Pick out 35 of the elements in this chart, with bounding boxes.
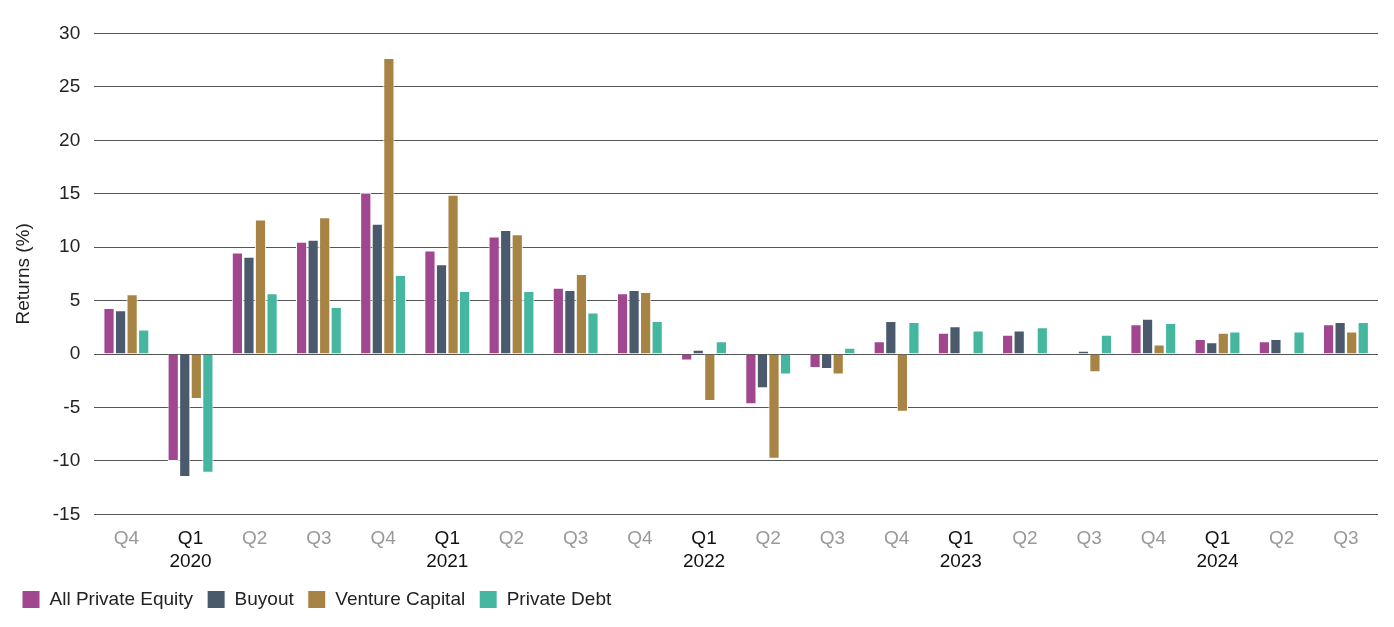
x-tick-label: Q1 2021 — [426, 527, 469, 571]
x-tick-label: Q4 — [113, 527, 140, 549]
y-tick-label: 30 — [59, 21, 81, 43]
y-tick-label: -15 — [52, 502, 81, 524]
x-tick-label: Q1 2024 — [1196, 527, 1240, 571]
x-tick-label: Q4 — [883, 527, 910, 549]
y-tick-label: -5 — [63, 395, 81, 417]
legend-label: Venture Capital — [335, 587, 466, 609]
x-tick-label: Q4 — [627, 527, 653, 549]
x-tick-label: Q1 2023 — [939, 527, 982, 571]
x-tick-label: Q4 — [1140, 527, 1167, 549]
x-tick-label: Q3 — [562, 527, 589, 549]
x-tick-label: Q3 — [819, 527, 846, 549]
y-tick-label: 0 — [69, 342, 81, 364]
x-tick-label: Q3 — [1076, 527, 1102, 549]
y-tick-label: 15 — [59, 181, 81, 203]
x-tick-label: Q3 — [1333, 527, 1359, 549]
x-tick-label: Q4 — [370, 527, 397, 549]
legend-label: All Private Equity — [49, 587, 194, 609]
y-axis-title: Returns (%) — [11, 223, 33, 325]
x-tick-label: Q2 — [1012, 527, 1038, 549]
y-tick-label: 20 — [59, 128, 81, 150]
legend-label: Private Debt — [506, 587, 612, 609]
y-tick-label: -10 — [52, 449, 81, 471]
x-tick-label: Q3 — [306, 527, 332, 549]
x-tick-label: Q2 — [242, 527, 268, 549]
y-tick-label: 10 — [59, 235, 81, 257]
x-tick-label: Q1 2020 — [169, 527, 212, 571]
y-tick-label: 5 — [69, 288, 81, 310]
x-tick-label: Q1 2022 — [682, 527, 726, 571]
legend-label: Buyout — [234, 587, 295, 609]
x-tick-label: Q2 — [1269, 527, 1295, 549]
y-tick-label: 25 — [59, 75, 81, 97]
x-tick-label: Q2 — [498, 527, 525, 549]
x-tick-label: Q2 — [755, 527, 781, 549]
